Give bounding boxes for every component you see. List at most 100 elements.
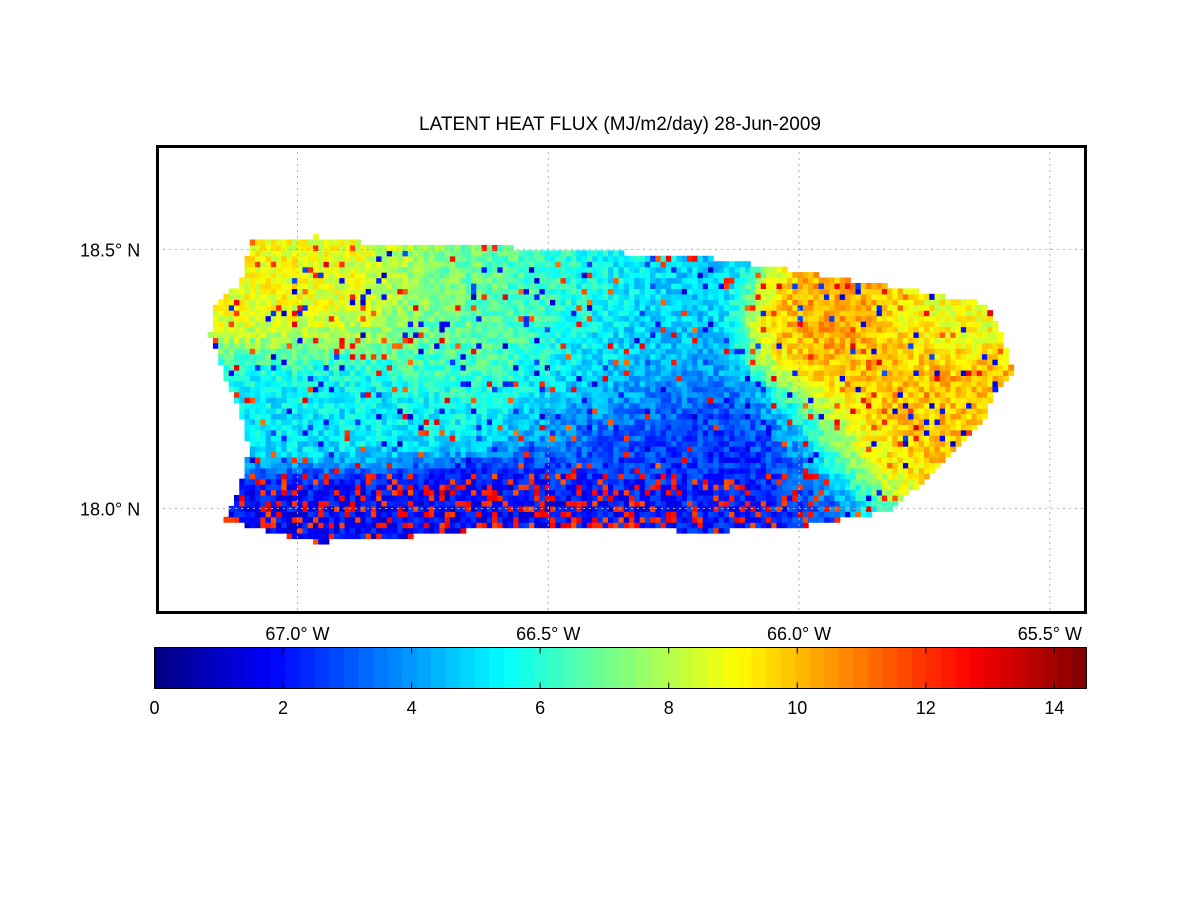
heatmap-cell: [239, 478, 246, 485]
heatmap-cell: [639, 391, 646, 398]
heatmap-cell: [476, 424, 483, 431]
heatmap-cell: [613, 494, 620, 502]
heatmap-cell: [370, 516, 377, 523]
heatmap-cell: [676, 413, 683, 420]
heatmap-cell: [381, 359, 388, 366]
heatmap-cell: [718, 456, 725, 463]
heatmap-cell: [402, 386, 409, 393]
heatmap-cell: [297, 353, 304, 360]
heatmap-cell: [876, 386, 883, 393]
heatmap-cell: [576, 424, 583, 431]
heatmap-cell: [939, 342, 946, 349]
heatmap-cell: [571, 337, 577, 344]
heatmap-cell: [945, 408, 951, 415]
heatmap-cell: [939, 408, 946, 415]
heatmap-cell: [265, 451, 272, 458]
heatmap-cell: [597, 424, 604, 431]
heatmap-cell: [881, 364, 888, 371]
heatmap-cell: [923, 440, 930, 447]
heatmap-cell: [576, 337, 583, 344]
heatmap-cell: [376, 451, 383, 458]
heatmap-cell: [313, 386, 319, 393]
heatmap-cell: [497, 511, 504, 518]
heatmap-cell: [555, 429, 562, 436]
heatmap-cell: [655, 522, 662, 529]
heatmap-cell: [644, 516, 651, 523]
heatmap-cell: [507, 408, 514, 415]
heatmap-cell: [829, 380, 836, 387]
heatmap-cell: [776, 446, 783, 453]
heatmap-cell: [939, 397, 946, 404]
heatmap-cell: [850, 342, 857, 349]
heatmap-cell: [1002, 364, 1009, 371]
heatmap-cell: [660, 484, 667, 491]
heatmap-cell: [550, 435, 556, 442]
heatmap-cell: [818, 489, 825, 496]
heatmap-cell: [392, 440, 398, 447]
heatmap-cell: [892, 484, 899, 491]
heatmap-cell: [291, 408, 298, 415]
heatmap-cell: [555, 505, 562, 512]
heatmap-cell: [755, 348, 762, 355]
heatmap-cell: [586, 402, 593, 409]
heatmap-cell: [291, 337, 298, 344]
heatmap-cell: [623, 489, 630, 496]
heatmap-cell: [244, 386, 251, 393]
heatmap-cell: [576, 386, 583, 393]
heatmap-cell: [755, 337, 762, 344]
heatmap-cell: [839, 413, 846, 420]
heatmap-cell: [623, 522, 630, 529]
heatmap-cell: [270, 342, 277, 349]
heatmap-cell: [381, 342, 388, 349]
heatmap-cell: [976, 391, 983, 398]
heatmap-cell: [992, 375, 999, 382]
heatmap-cell: [734, 435, 741, 442]
heatmap-cell: [507, 516, 514, 523]
heatmap-cell: [355, 342, 362, 349]
heatmap-cell: [681, 424, 688, 431]
heatmap-cell: [476, 337, 483, 344]
heatmap-cell: [734, 408, 741, 415]
heatmap-cell: [713, 408, 720, 415]
heatmap-cell: [344, 331, 351, 338]
heatmap-cell: [781, 348, 788, 355]
heatmap-cell: [866, 424, 872, 431]
heatmap-cell: [502, 446, 509, 453]
heatmap-cell: [481, 484, 488, 491]
heatmap-cell: [692, 494, 699, 502]
heatmap-cell: [339, 364, 346, 371]
heatmap-cell: [823, 369, 830, 376]
heatmap-cell: [771, 462, 778, 469]
heatmap-cell: [613, 516, 620, 523]
heatmap-cell: [507, 484, 514, 491]
heatmap-cell: [665, 451, 672, 458]
heatmap-cell: [428, 380, 435, 387]
heatmap-cell: [981, 380, 988, 387]
heatmap-cell: [866, 489, 872, 496]
heatmap-cell: [823, 467, 830, 474]
heatmap-cell: [771, 424, 778, 431]
heatmap-cell: [507, 446, 514, 453]
heatmap-cell: [523, 500, 530, 507]
heatmap-cell: [455, 353, 462, 360]
heatmap-cell: [802, 397, 809, 404]
heatmap-cell: [655, 364, 662, 371]
heatmap-cell: [550, 516, 556, 523]
heatmap-cell: [407, 429, 414, 436]
heatmap-cell: [465, 516, 472, 523]
heatmap-cell: [834, 516, 841, 523]
heatmap-cell: [302, 353, 309, 360]
heatmap-cell: [550, 375, 556, 382]
heatmap-cell: [313, 397, 319, 404]
heatmap-cell: [428, 527, 435, 534]
heatmap-cell: [592, 478, 599, 485]
heatmap-cell: [528, 353, 535, 360]
heatmap-cell: [581, 446, 588, 453]
heatmap-cell: [560, 484, 567, 491]
heatmap-cell: [550, 511, 556, 518]
heatmap-cell: [760, 413, 767, 420]
heatmap-cell: [787, 440, 793, 447]
heatmap-cell: [760, 456, 767, 463]
heatmap-cell: [550, 364, 556, 371]
heatmap-cell: [428, 337, 435, 344]
